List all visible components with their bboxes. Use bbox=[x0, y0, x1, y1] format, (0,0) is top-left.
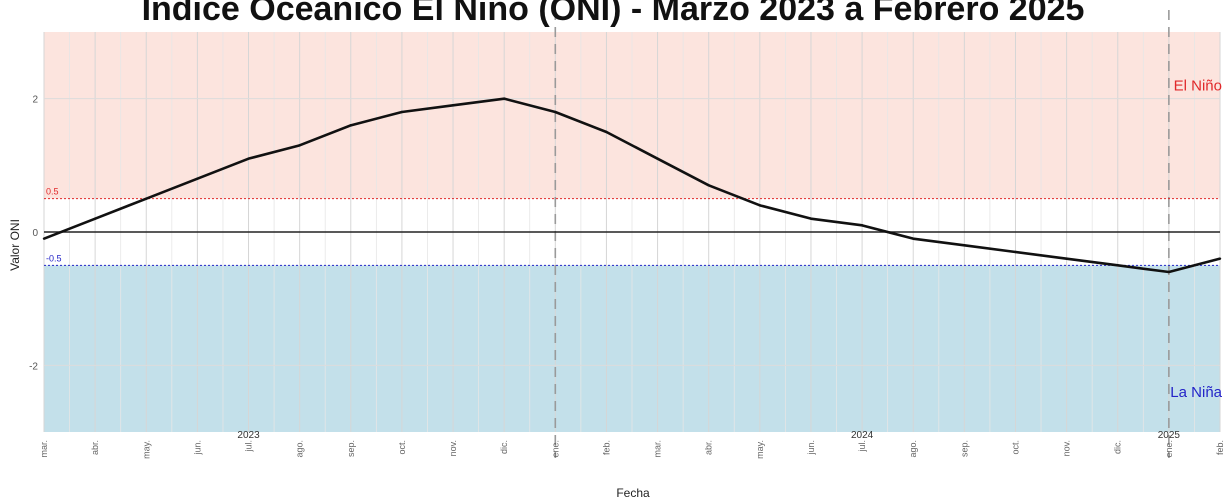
data-point bbox=[1065, 257, 1068, 260]
x-tick-label: may. bbox=[141, 440, 151, 459]
x-tick-label: feb. bbox=[1215, 440, 1225, 455]
data-point bbox=[758, 204, 762, 207]
x-tick-label: jun. bbox=[192, 440, 202, 456]
data-point bbox=[860, 224, 864, 227]
y-tick-label: 0 bbox=[32, 228, 38, 239]
x-tick-label: ene. bbox=[1164, 440, 1174, 458]
x-tick-label: feb. bbox=[601, 440, 611, 455]
labels-layer: 0.5 -0.5 -2 0 2 mar. abr. may. jun. jul. ago. sep. o… bbox=[29, 78, 1225, 459]
y-tick-label: -2 bbox=[29, 361, 38, 372]
data-point bbox=[554, 110, 557, 114]
x-tick-label: mar. bbox=[39, 440, 49, 458]
data-point bbox=[1218, 257, 1222, 260]
x-tick-label: may. bbox=[755, 440, 765, 459]
data-point bbox=[42, 237, 46, 240]
data-point bbox=[247, 157, 250, 160]
x-tick-label: oct. bbox=[1010, 440, 1020, 455]
data-point bbox=[196, 177, 199, 180]
x-tick-label: ago. bbox=[908, 440, 918, 458]
x-tick-label: abr. bbox=[704, 440, 714, 455]
la-nina-label: La Niña bbox=[1170, 384, 1222, 401]
x-tick-label: nov. bbox=[448, 440, 458, 456]
data-point bbox=[400, 110, 404, 114]
x-tick-label: mar. bbox=[653, 440, 663, 458]
data-point bbox=[963, 244, 966, 247]
x-tick-label: abr. bbox=[90, 440, 100, 455]
data-point bbox=[502, 97, 506, 100]
oni-series-line bbox=[43, 97, 1221, 274]
x-tick-label: ago. bbox=[295, 440, 305, 458]
x-tick-label: sep. bbox=[346, 440, 356, 457]
y-axis-title: Valor ONI bbox=[8, 219, 22, 271]
el-nino-label: El Niño bbox=[1174, 78, 1222, 95]
x-tick-label: ene. bbox=[550, 440, 560, 458]
data-point bbox=[451, 104, 455, 107]
data-point bbox=[93, 217, 97, 220]
threshold-label: 0.5 bbox=[46, 187, 59, 197]
data-point bbox=[145, 197, 148, 200]
x-tick-label: nov. bbox=[1062, 440, 1072, 456]
data-point bbox=[298, 144, 301, 147]
data-point bbox=[656, 157, 659, 160]
data-point bbox=[1116, 264, 1119, 267]
year-label: 2023 bbox=[237, 430, 260, 441]
series-layer bbox=[42, 97, 1222, 274]
x-tick-label: jun. bbox=[806, 440, 816, 456]
x-tick-label: dic. bbox=[499, 440, 509, 454]
data-point bbox=[1014, 250, 1017, 254]
year-label: 2025 bbox=[1158, 430, 1181, 441]
x-tick-label: oct. bbox=[397, 440, 407, 455]
x-tick-label: jul. bbox=[244, 440, 254, 453]
y-tick-label: 2 bbox=[32, 95, 38, 106]
data-point bbox=[1167, 270, 1171, 274]
year-label: 2024 bbox=[851, 430, 874, 441]
data-point bbox=[912, 237, 915, 240]
x-tick-label: dic. bbox=[1113, 440, 1123, 454]
data-point bbox=[349, 124, 352, 127]
chart-title: Índice Oceánico El Niño (ONI) - Marzo 20… bbox=[142, 0, 1085, 28]
data-point bbox=[605, 130, 608, 134]
data-point bbox=[707, 184, 710, 187]
x-tick-label: jul. bbox=[857, 440, 867, 453]
threshold-label: -0.5 bbox=[46, 253, 62, 263]
reference-lines bbox=[44, 10, 1220, 458]
data-point bbox=[809, 217, 813, 220]
x-axis-title: Fecha bbox=[616, 486, 650, 500]
x-tick-label: sep. bbox=[959, 440, 969, 457]
